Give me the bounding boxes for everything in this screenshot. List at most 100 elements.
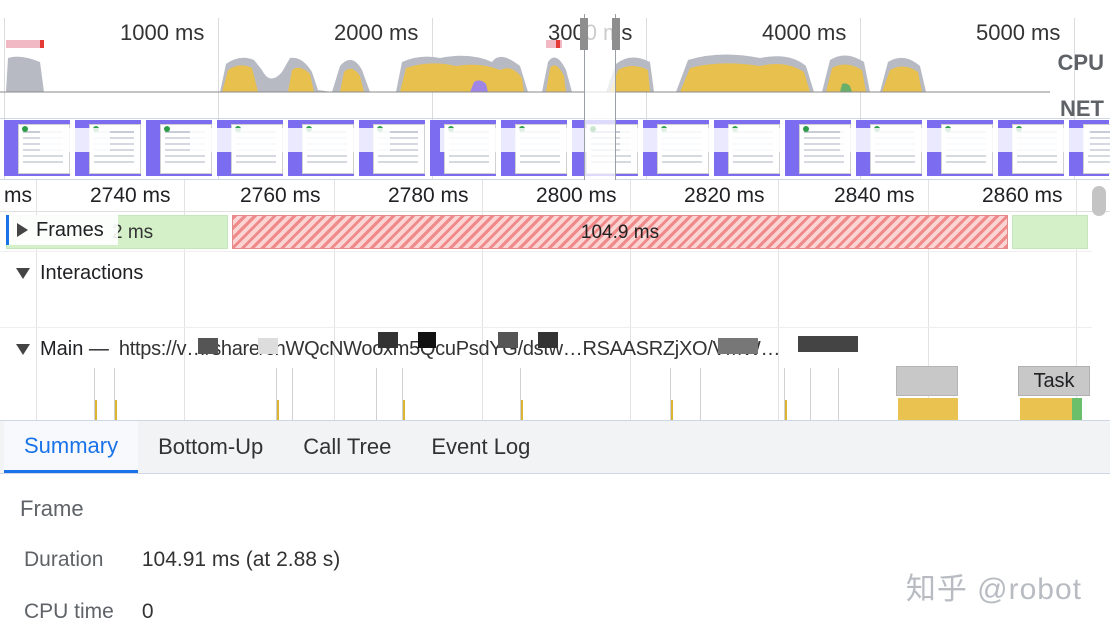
overview-selection-window[interactable] [584, 14, 616, 180]
details-tab-bar: Summary Bottom-Up Call Tree Event Log [0, 420, 1110, 474]
redacted-region [440, 128, 590, 152]
task-slice[interactable] [114, 368, 115, 420]
tab-event-log[interactable]: Event Log [431, 434, 531, 459]
net-baseline [0, 118, 1110, 119]
frame-duration-label: 2 ms [112, 222, 154, 243]
task-slice[interactable] [520, 368, 521, 420]
timeline-gridline [1076, 180, 1077, 420]
tab-bottom-up[interactable]: Bottom-Up [158, 434, 264, 459]
script-slice[interactable] [115, 400, 117, 420]
task-slice[interactable] [670, 368, 671, 420]
overview-gridline [4, 18, 5, 180]
timeline-scrollbar[interactable] [1092, 186, 1106, 216]
timeline-gridline [630, 180, 631, 420]
script-slice[interactable] [95, 400, 97, 420]
ruler-tick-label: 2860 ms [982, 184, 1063, 207]
duration-row: Duration 104.91 ms (at 2.88 s) [24, 548, 340, 572]
task-slice[interactable] [700, 368, 701, 420]
expand-arrow-icon[interactable] [17, 223, 28, 237]
redacted-region [40, 128, 110, 152]
ruler-tick-label: 2800 ms [536, 184, 617, 207]
duration-label: Duration [24, 548, 104, 571]
redacted-region [418, 332, 436, 348]
task-label: Task [1033, 370, 1075, 392]
timeline-gridline [334, 180, 335, 420]
timeline-ruler: ms 2740 ms 2760 ms 2780 ms 2800 ms 2820 … [0, 180, 1110, 212]
cpu-painting-area [840, 83, 852, 92]
ruler-tick-label: 2820 ms [684, 184, 765, 207]
summary-title: Frame [20, 496, 84, 521]
collapse-arrow-icon[interactable] [16, 268, 30, 279]
frame-block[interactable] [1012, 215, 1088, 249]
redacted-region [538, 332, 558, 348]
selection-right-handle[interactable] [612, 18, 620, 50]
redacted-region [378, 332, 398, 348]
timeline-gridline [482, 180, 483, 420]
task-block[interactable]: Task [1018, 366, 1090, 396]
cpu-scripting-area [288, 67, 314, 92]
cpu-scripting-area [400, 63, 524, 92]
redacted-region [798, 336, 858, 352]
script-slice[interactable] [403, 400, 405, 420]
main-track-header[interactable]: Main — https://v…/share/cnWQcNWooxm5QcuP… [16, 338, 1026, 361]
task-slice[interactable] [292, 368, 293, 420]
overview-gridline [1074, 18, 1075, 180]
cpu-rendering-area [470, 80, 488, 92]
main-thread-track[interactable]: Main — https://v…/share/cnWQcNWooxm5QcuP… [0, 328, 1092, 420]
task-slice[interactable] [276, 368, 277, 420]
cpu-time-value: 0 [141, 600, 154, 623]
ruler-tick-label: 2840 ms [834, 184, 915, 207]
redacted-region [620, 128, 780, 152]
cpu-scripting-area [826, 64, 866, 92]
task-block[interactable] [896, 366, 958, 396]
long-task-marker [546, 40, 562, 48]
focus-indicator [6, 215, 9, 245]
script-slice[interactable] [785, 400, 787, 420]
task-slice[interactable] [784, 368, 785, 420]
overview-gridline [860, 18, 861, 180]
frames-track-header[interactable]: Frames [6, 215, 118, 245]
interactions-track[interactable]: Interactions [0, 252, 1092, 328]
main-thread-url: https://v…/share/cnWQcNWooxm5QcuPsdYG/ds… [118, 338, 781, 360]
script-slice[interactable] [277, 400, 279, 420]
redacted-region [190, 128, 390, 152]
collapse-arrow-icon[interactable] [16, 344, 30, 355]
overview-gridline [218, 18, 219, 180]
timeline-gridline [778, 180, 779, 420]
long-frame-duration: 104.9 ms [580, 222, 660, 243]
script-slice[interactable] [671, 400, 673, 420]
cpu-time-label: CPU time [24, 600, 114, 623]
redacted-region [198, 338, 218, 354]
interactions-track-header[interactable]: Interactions [16, 262, 143, 285]
task-slice[interactable] [838, 368, 839, 420]
cpu-track-label: CPU [1057, 50, 1104, 75]
script-block[interactable] [898, 398, 958, 420]
timeline-gridline [928, 180, 929, 420]
tab-summary[interactable]: Summary [4, 421, 139, 473]
timeline-overview[interactable]: 1000 ms 2000 ms 3000 ms 4000 ms 5000 ms [0, 0, 1110, 180]
frames-track[interactable]: 2 ms 104.9 ms Frames [0, 212, 1092, 252]
cpu-scripting-area [610, 66, 650, 92]
task-slice[interactable] [402, 368, 403, 420]
task-slice[interactable] [376, 368, 377, 420]
duration-value: 104.91 ms (at 2.88 s) [141, 548, 341, 571]
overview-tick-label: 1000 ms [120, 20, 205, 45]
main-track-title: Main — [40, 338, 109, 360]
cpu-scripting-area [680, 63, 810, 92]
overview-tick-label: 4000 ms [762, 20, 847, 45]
task-slice[interactable] [94, 368, 95, 420]
ruler-tick-label: 2780 ms [388, 184, 469, 207]
task-slice[interactable] [810, 368, 811, 420]
tab-call-tree[interactable]: Call Tree [303, 434, 392, 459]
script-block[interactable] [1020, 398, 1072, 420]
cpu-system-area [6, 56, 44, 92]
cpu-scripting-area [222, 65, 258, 92]
cpu-scripting-area [340, 68, 364, 92]
long-frame-block[interactable]: 104.9 ms [232, 215, 1008, 249]
overview-gridline [646, 18, 647, 180]
redacted-region [718, 338, 758, 354]
selection-left-handle[interactable] [580, 18, 588, 50]
script-slice[interactable] [521, 400, 523, 420]
paint-block[interactable] [1072, 398, 1082, 420]
long-task-marker [40, 40, 44, 48]
